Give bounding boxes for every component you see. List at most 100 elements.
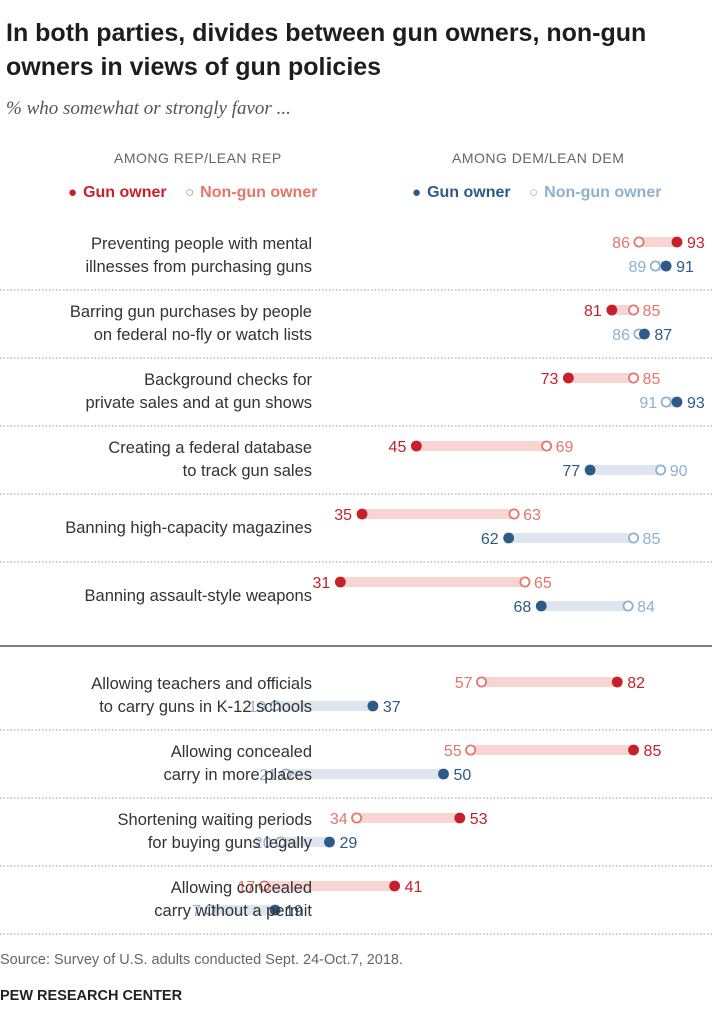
rep-non-gun-owner-dot (628, 304, 640, 316)
dem-gun-owner-value: 50 (454, 767, 472, 784)
row-label-line: carry in more places (163, 766, 312, 784)
rep-gun-owner-value: 73 (541, 371, 559, 388)
dem-range-band (590, 465, 661, 475)
legend-rep-non-gun-owner: ○ Non-gun owner (185, 184, 317, 201)
rep-non-gun-owner-value: 86 (612, 235, 630, 252)
row-label-line: for buying guns legally (147, 834, 312, 852)
dem-non-gun-owner-dot (655, 464, 667, 476)
row-label: Shortening waiting periods for buying gun… (0, 809, 312, 855)
row-label-line: to track gun sales (182, 462, 312, 480)
dem-gun-owner-dot (639, 328, 650, 340)
rep-non-gun-owner-dot (258, 880, 270, 892)
rep-non-gun-owner-value: 55 (444, 743, 462, 760)
rep-non-gun-owner-value: 65 (534, 575, 552, 592)
dem-non-gun-owner-value: 86 (612, 327, 630, 344)
chart-subtitle: % who somewhat or strongly favor ... (6, 98, 291, 119)
dem-non-gun-owner-dot (280, 768, 292, 780)
dem-gun-owner-value: 77 (562, 463, 580, 480)
row-label-line: Creating a federal database (108, 439, 312, 457)
rep-gun-owner-value: 31 (313, 575, 331, 592)
legend-label: Non-gun owner (200, 184, 318, 201)
row-label: Creating a federal database to track gun … (0, 437, 312, 483)
rep-gun-owner-dot (606, 304, 618, 316)
rep-gun-owner-dot (454, 812, 466, 824)
dem-non-gun-owner-value: 84 (637, 599, 655, 616)
dem-gun-owner-value: 87 (654, 327, 672, 344)
dem-range-band (508, 533, 634, 543)
hollow-dot-icon: ○ (185, 184, 195, 201)
legend-rep-gun-owner: ● Gun owner (68, 184, 171, 201)
row-label: Background checks for private sales and a… (0, 369, 312, 415)
rep-gun-owner-dot (356, 508, 368, 520)
dem-non-gun-owner-dot (275, 836, 287, 848)
row-label-line: Allowing concealed (170, 879, 312, 897)
rep-gun-owner-dot (671, 236, 683, 248)
dem-non-gun-owner-dot (649, 260, 661, 272)
dem-non-gun-owner-dot (622, 600, 634, 612)
rep-gun-owner-value: 82 (627, 675, 645, 692)
dem-gun-owner-dot (503, 532, 515, 544)
rep-non-gun-owner-value: 85 (643, 303, 661, 320)
row-label-line: carry without a permit (154, 902, 312, 920)
hollow-dot-icon: ○ (529, 184, 539, 201)
dem-non-gun-owner-dot (628, 532, 640, 544)
dem-gun-owner-dot (367, 700, 379, 712)
dem-non-gun-owner-value: 20 (254, 835, 272, 852)
dem-range-band (541, 601, 629, 611)
row-label-line: Allowing teachers and officials (91, 675, 312, 693)
dem-non-gun-owner-value: 90 (670, 463, 688, 480)
dem-non-gun-owner-value: 91 (639, 395, 657, 412)
row-label-line: to carry guns in K-12 schools (99, 698, 312, 716)
dem-gun-owner-value: 93 (687, 395, 705, 412)
dem-gun-owner-dot (438, 768, 449, 780)
dem-gun-owner-value: 68 (513, 599, 531, 616)
legend-dem-gun-owner: ● Gun owner (412, 184, 515, 201)
dem-gun-owner-dot (660, 260, 672, 272)
rep-non-gun-owner-dot (541, 440, 553, 452)
rep-gun-owner-dot (562, 372, 574, 384)
row-label: Banning high-capacity magazines (0, 517, 312, 540)
rep-range-band (356, 813, 460, 823)
rep-range-band (611, 305, 634, 315)
rep-range-band (264, 881, 395, 891)
dem-gun-owner-value: 19 (285, 903, 303, 920)
dem-gun-owner-value: 62 (481, 531, 499, 548)
rep-range-band (638, 237, 677, 247)
row-label: Allowing teachers and officials to carry … (0, 673, 312, 719)
row-label: Allowing concealed carry in more places (0, 741, 312, 787)
row-label-line: Banning high-capacity magazines (65, 518, 312, 537)
rep-range-band (362, 509, 515, 519)
dem-column-header: AMONG DEM/LEAN DEM (452, 150, 625, 166)
row-label-line: Allowing concealed (170, 743, 312, 761)
rep-non-gun-owner-value: 34 (330, 811, 348, 828)
row-label-line: on federal no-fly or watch lists (93, 326, 312, 344)
rep-gun-owner-dot (628, 744, 639, 756)
rep-range-band (340, 577, 525, 587)
rep-non-gun-owner-dot (628, 372, 640, 384)
rep-range-band (470, 745, 634, 755)
rep-gun-owner-dot (389, 880, 401, 892)
row-label-line: illnesses from purchasing guns (85, 258, 312, 276)
dem-legend: ● Gun owner ○ Non-gun owner (412, 184, 675, 202)
rep-range-band (481, 677, 618, 687)
rep-gun-owner-dot (410, 440, 422, 452)
rep-non-gun-owner-dot (351, 812, 363, 824)
row-label-line: private sales and at gun shows (85, 394, 312, 412)
source-note: Source: Survey of U.S. adults conducted … (0, 952, 404, 968)
dem-range-band (275, 701, 373, 711)
rep-non-gun-owner-value: 57 (455, 675, 473, 692)
filled-dot-icon: ● (412, 184, 422, 201)
rep-non-gun-owner-dot (519, 576, 531, 588)
brand-logo-text: PEW RESEARCH CENTER (0, 988, 183, 1004)
dem-non-gun-owner-dot (269, 700, 281, 712)
rep-legend: ● Gun owner ○ Non-gun owner (68, 184, 331, 202)
legend-label: Gun owner (83, 184, 167, 201)
dem-non-gun-owner-value: 7 (192, 903, 201, 920)
row-label-line: Banning assault-style weapons (84, 586, 312, 605)
rep-gun-owner-value: 45 (389, 439, 407, 456)
rep-non-gun-owner-dot (465, 744, 477, 756)
row-label-line: Shortening waiting periods (117, 811, 312, 829)
rep-range-band (568, 373, 634, 383)
dem-gun-owner-dot (269, 904, 281, 916)
